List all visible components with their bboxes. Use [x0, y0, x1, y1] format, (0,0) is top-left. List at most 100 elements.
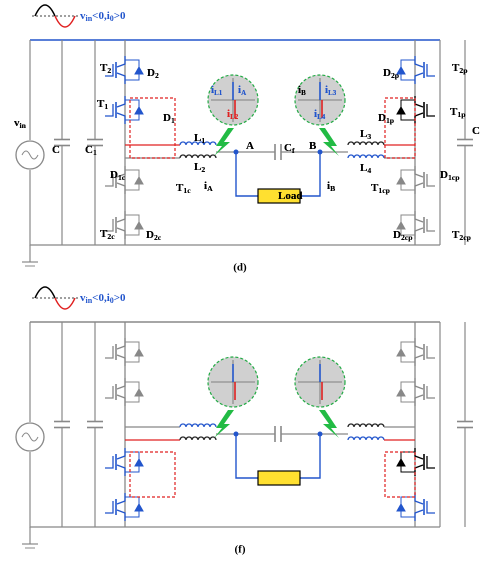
caption: (f) — [235, 544, 246, 556]
wire — [415, 493, 423, 504]
label-sub: L2 — [230, 113, 239, 121]
component-label: iB — [327, 180, 335, 193]
sine-icon — [35, 287, 55, 298]
component-label: vin — [14, 117, 27, 130]
component-label: L3 — [360, 128, 371, 141]
component-label: L2 — [194, 161, 205, 174]
wire — [427, 219, 435, 231]
wire — [415, 96, 423, 107]
sine-icon — [55, 298, 75, 309]
label-sub: 2c — [154, 233, 162, 242]
label-base: D — [378, 112, 386, 124]
label-sub: 2 — [107, 66, 111, 75]
sine-icon — [35, 5, 55, 16]
component-label: D2c — [146, 229, 162, 242]
wire — [415, 378, 423, 389]
component-label: T1 — [97, 98, 108, 111]
label-sub: 1 — [93, 148, 97, 157]
label-sub: A — [207, 184, 213, 193]
label-base: D — [146, 229, 154, 241]
label-base: L — [194, 132, 201, 144]
label-base: D — [147, 67, 155, 79]
label-sub: 1 — [104, 102, 108, 111]
node — [234, 150, 239, 155]
caption: (d) — [233, 262, 247, 274]
wire — [415, 56, 423, 67]
load-label: Load — [278, 190, 302, 202]
header-text: >0 — [114, 292, 126, 304]
wire — [415, 211, 423, 222]
label-sub: f — [292, 146, 295, 155]
node — [318, 432, 323, 437]
label-sub: B — [330, 184, 335, 193]
inductor — [348, 142, 384, 145]
wire — [427, 456, 435, 468]
label-sub: 1c — [118, 173, 126, 182]
wire — [30, 170, 440, 245]
wire — [415, 228, 423, 239]
current-path — [130, 452, 175, 497]
label-sub: 2cp — [401, 233, 413, 242]
diode — [135, 349, 143, 356]
label-sub: L1 — [214, 89, 223, 97]
label-base: L — [360, 162, 367, 174]
wire — [427, 174, 435, 186]
diode — [135, 107, 143, 114]
component-label: T1c — [176, 182, 191, 195]
wire — [415, 338, 423, 349]
panel: vin<0,i0>0 (f) — [0, 279, 473, 556]
wire — [236, 434, 258, 478]
label-base: D — [440, 169, 448, 181]
label-sub: L3 — [328, 89, 337, 97]
label-base: C — [52, 144, 60, 156]
wire — [30, 452, 440, 527]
wire — [117, 211, 125, 222]
wire — [117, 355, 125, 366]
label-base: D — [383, 67, 391, 79]
component-label: C — [472, 125, 480, 137]
label-sub: 2 — [201, 165, 205, 174]
wire — [415, 73, 423, 84]
label-sub: 2c — [107, 232, 115, 241]
wire — [117, 338, 125, 349]
label-sub: L4 — [317, 113, 326, 121]
component-label: T1p — [450, 106, 465, 119]
wire — [300, 434, 320, 478]
wire — [427, 386, 435, 398]
component-label: D1p — [378, 112, 394, 125]
wire — [300, 152, 320, 196]
wire — [415, 355, 423, 366]
inductor — [180, 424, 216, 427]
diode — [397, 504, 405, 511]
wire — [415, 395, 423, 406]
current-path — [130, 98, 175, 158]
component-label: T2cp — [452, 229, 471, 242]
header: vin<0,i0>0 — [80, 292, 126, 305]
component-label: D1 — [163, 112, 175, 125]
wire — [105, 386, 113, 398]
wire — [117, 378, 125, 389]
diode — [397, 349, 405, 356]
wire — [415, 166, 423, 177]
diode — [397, 459, 405, 466]
label-base: L — [360, 128, 367, 140]
inductor — [348, 424, 384, 427]
component-label: D2cp — [393, 229, 412, 242]
label-base: C — [472, 125, 480, 137]
wire — [117, 56, 125, 67]
label-base: D — [393, 229, 401, 241]
label-sub: 1p — [457, 110, 465, 119]
wire — [105, 501, 113, 513]
inductor — [348, 155, 384, 158]
component-label: D1c — [110, 169, 126, 182]
wire — [427, 104, 435, 116]
sine-icon — [55, 16, 75, 27]
wire — [117, 493, 125, 504]
wire — [427, 501, 435, 513]
component-label: D2 — [147, 67, 159, 80]
node — [234, 432, 239, 437]
wire — [415, 510, 423, 521]
label-sub: B — [301, 89, 306, 97]
wire — [117, 228, 125, 239]
diode — [397, 107, 405, 114]
